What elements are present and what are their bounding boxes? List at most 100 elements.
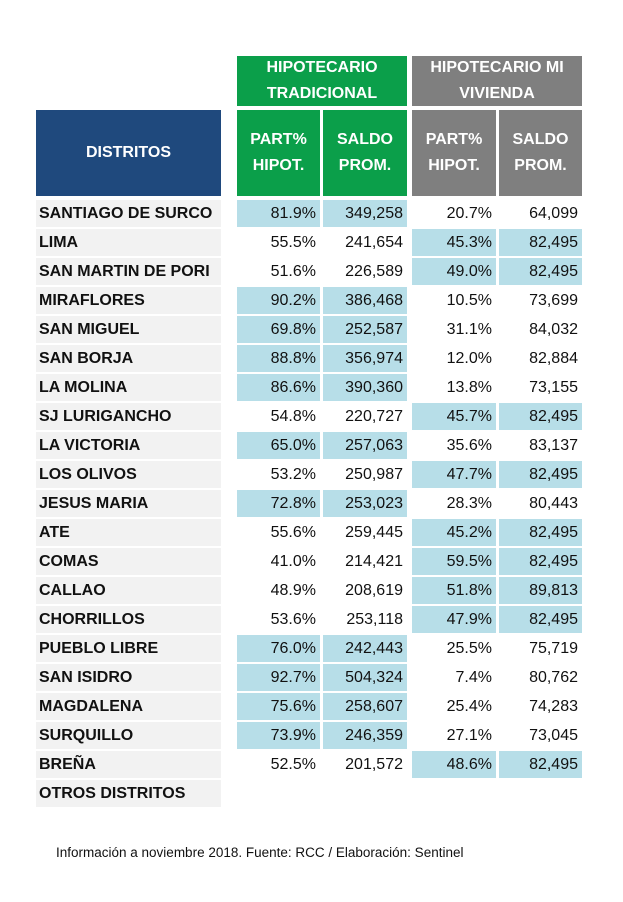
value-cell-text: 253,023 [345,494,403,512]
value-cell-text: 220,727 [345,407,403,425]
value-cell: 69.8% [237,316,320,343]
district-cell: LA MOLINA [36,374,221,401]
group-header-text: HIPOTECARIO MI VIVIENDA [430,59,564,102]
value-cell-text: 25.5% [446,639,492,657]
value-cell-text: 69.8% [270,320,316,338]
value-cell: 82,495 [499,548,582,575]
value-cell: 25.4% [412,693,496,720]
value-cell: 47.9% [412,606,496,633]
district-cell-text: CHORRILLOS [39,610,145,628]
value-cell-text: 90.2% [270,291,316,309]
value-cell-text: 201,572 [345,755,403,773]
value-cell: 49.0% [412,258,496,285]
column-header-text: PART% HIPOT. [250,131,307,174]
district-cell-text: CALLAO [39,581,106,599]
value-cell: 55.6% [237,519,320,546]
value-cell-text: 47.9% [446,610,492,628]
value-cell-text: 259,445 [345,523,403,541]
value-cell: 82,495 [499,229,582,256]
value-cell: 88.8% [237,345,320,372]
group-header: HIPOTECARIO TRADICIONAL [237,56,407,106]
value-cell-text: 74,283 [529,697,578,715]
value-cell: 201,572 [323,751,407,778]
district-cell-text: SAN ISIDRO [39,668,133,686]
district-cell: CHORRILLOS [36,606,221,633]
value-cell: 48.6% [412,751,496,778]
value-cell-text: 20.7% [446,204,492,222]
district-cell-text: LIMA [39,233,79,251]
value-cell-text: 390,360 [345,378,403,396]
district-cell: LOS OLIVOS [36,461,221,488]
district-cell: CALLAO [36,577,221,604]
value-cell: 47.7% [412,461,496,488]
value-cell: 27.1% [412,722,496,749]
value-cell: 12.0% [412,345,496,372]
district-cell-text: MAGDALENA [39,697,143,715]
district-cell: LA VICTORIA [36,432,221,459]
value-cell-text: 252,587 [345,320,403,338]
value-cell: 82,495 [499,461,582,488]
value-cell: 386,468 [323,287,407,314]
value-cell-text: 55.5% [270,233,316,251]
value-cell-text: 45.2% [446,523,492,541]
value-cell: 55.5% [237,229,320,256]
value-cell-text: 59.5% [446,552,492,570]
district-cell-text: OTROS DISTRITOS [39,784,186,802]
value-cell-text: 48.6% [446,755,492,773]
value-cell: 82,495 [499,403,582,430]
value-cell: 83,137 [499,432,582,459]
value-cell-text: 76.0% [270,639,316,657]
value-cell: 53.6% [237,606,320,633]
value-cell: 45.3% [412,229,496,256]
value-cell-text: 214,421 [345,552,403,570]
value-cell: 390,360 [323,374,407,401]
value-cell: 226,589 [323,258,407,285]
value-cell: 258,607 [323,693,407,720]
value-cell-text: 92.7% [270,668,316,686]
value-cell-text: 28.3% [446,494,492,512]
value-cell-text: 64,099 [529,204,578,222]
value-cell: 75.6% [237,693,320,720]
column-header-text: DISTRITOS [85,144,172,161]
district-cell: SAN MARTIN DE PORI [36,258,221,285]
value-cell-text: 41.0% [270,552,316,570]
value-cell: 25.5% [412,635,496,662]
district-cell: SJ LURIGANCHO [36,403,221,430]
value-cell: 90.2% [237,287,320,314]
value-cell-text: 48.9% [270,581,316,599]
district-cell: ATE [36,519,221,546]
value-cell: 41.0% [237,548,320,575]
value-cell: 259,445 [323,519,407,546]
value-cell-text: 7.4% [455,668,492,686]
column-header-text: SALDO PROM. [337,131,393,174]
value-cell: 59.5% [412,548,496,575]
value-cell: 73.9% [237,722,320,749]
value-cell: 45.2% [412,519,496,546]
value-cell: 253,118 [323,606,407,633]
value-cell-text: 349,258 [345,204,403,222]
value-cell-text: 49.0% [446,262,492,280]
value-cell-text: 51.8% [446,581,492,599]
value-cell-text: 47.7% [446,465,492,483]
value-cell: 92.7% [237,664,320,691]
value-cell: 257,063 [323,432,407,459]
group-header: HIPOTECARIO MI VIVIENDA [412,56,582,106]
value-cell: 51.6% [237,258,320,285]
value-cell: 73,045 [499,722,582,749]
value-cell-text: 72.8% [270,494,316,512]
value-cell-text: 241,654 [345,233,403,251]
value-cell: 72.8% [237,490,320,517]
value-cell-text: 84,032 [529,320,578,338]
value-cell: 20.7% [412,200,496,227]
value-cell: 7.4% [412,664,496,691]
value-cell-text: 83,137 [529,436,578,454]
value-cell: 54.8% [237,403,320,430]
value-cell: 51.8% [412,577,496,604]
district-cell: LIMA [36,229,221,256]
value-cell: 208,619 [323,577,407,604]
value-cell-text: 504,324 [345,668,403,686]
value-cell-text: 246,359 [345,726,403,744]
value-cell: 504,324 [323,664,407,691]
value-cell-text: 31.1% [446,320,492,338]
